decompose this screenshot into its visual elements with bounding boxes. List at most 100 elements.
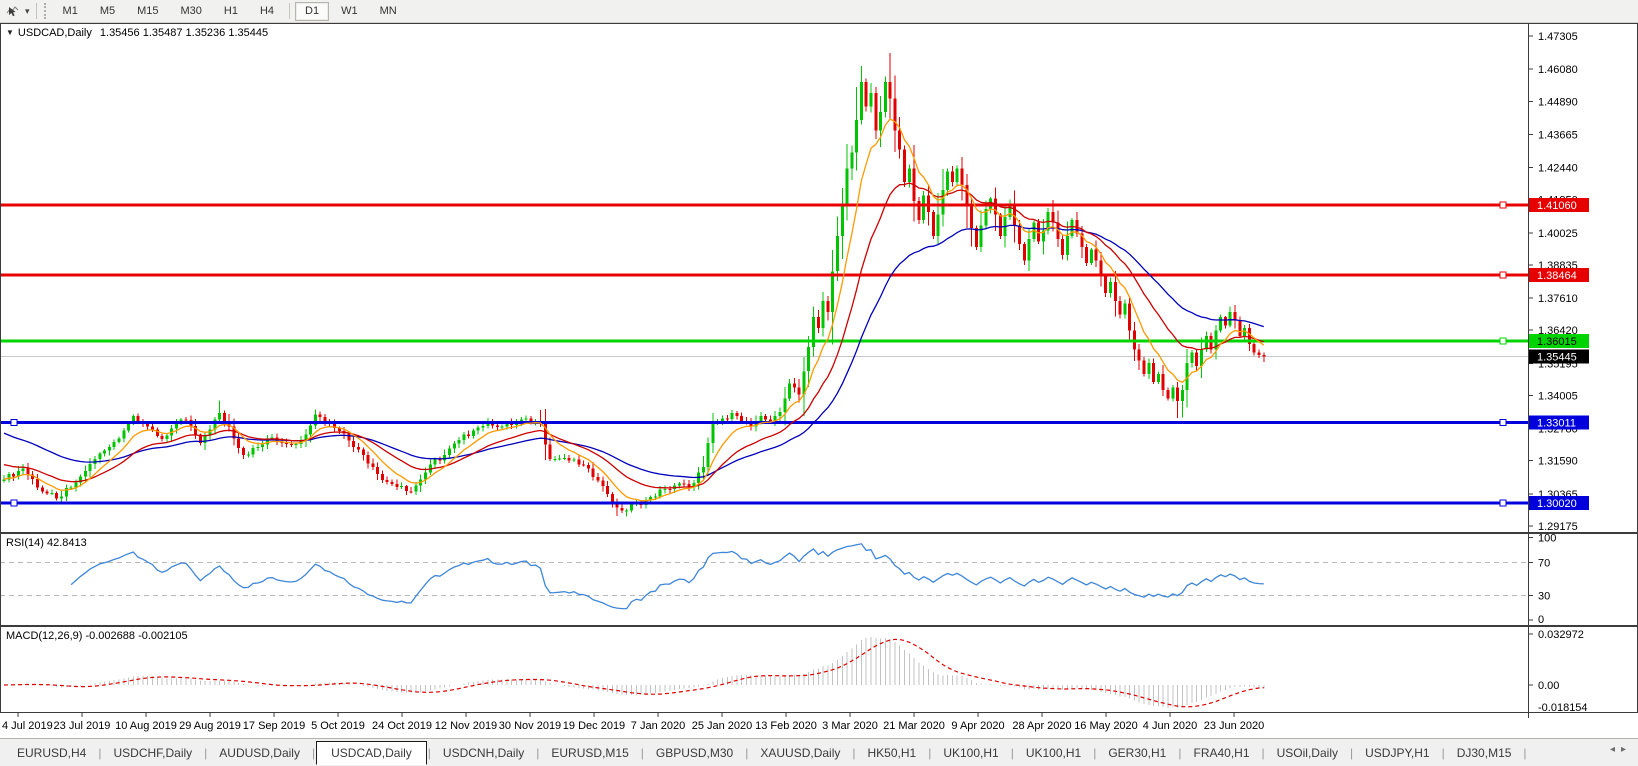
horizontal-lines[interactable] <box>0 201 1528 507</box>
tab-hk50-h1[interactable]: HK50,H1 <box>867 745 917 760</box>
timeframe-button-H4[interactable]: H4 <box>259 4 275 17</box>
tab-scroll-right-button[interactable]: ▸ <box>1620 744 1632 755</box>
ma-medium-line <box>3 182 1264 489</box>
toolbar-separator <box>35 3 37 19</box>
tab-separator: | <box>536 745 540 760</box>
tab-fra40-h1[interactable]: FRA40,H1 <box>1193 745 1250 760</box>
tab-separator: | <box>311 745 316 760</box>
main-chart-panel: 1.473051.460801.448901.436651.424401.412… <box>0 23 1638 533</box>
toolbar-grip[interactable] <box>43 3 49 19</box>
tab-separator: | <box>745 745 749 760</box>
tab-ger30-h1[interactable]: GER30,H1 <box>1108 745 1167 760</box>
timeframe-button-M1[interactable]: M1 <box>62 4 78 17</box>
svg-text:1.34005: 1.34005 <box>1538 391 1578 403</box>
timeframe-button-H1[interactable]: H1 <box>223 4 238 17</box>
tab-separator: | <box>1261 745 1265 760</box>
timeframe-button-W1[interactable]: W1 <box>341 4 358 17</box>
main-chart-canvas[interactable]: 1.473051.460801.448901.436651.424401.412… <box>0 23 1638 533</box>
svg-text:-0.018154: -0.018154 <box>1538 702 1588 713</box>
macd-axis: 0.032972 0.00 -0.018154 <box>1528 626 1588 713</box>
tab-usdchf-daily[interactable]: USDCHF,Daily <box>113 745 193 760</box>
svg-text:10 Aug 2019: 10 Aug 2019 <box>115 720 177 732</box>
svg-text:1.38464: 1.38464 <box>1537 270 1577 282</box>
chart-symbol-label: USDCAD,Daily <box>17 27 92 39</box>
tab-separator: | <box>1441 745 1445 760</box>
svg-text:23 Jun 2020: 23 Jun 2020 <box>1204 720 1265 732</box>
svg-text:1.35445: 1.35445 <box>1537 352 1577 364</box>
rsi-axis: 100 70 30 0 <box>0 533 1556 626</box>
tab-gbpusd-m30[interactable]: GBPUSD,M30 <box>655 745 734 760</box>
macd-canvas[interactable]: 0.032972 0.00 -0.018154 <box>0 626 1638 713</box>
timeframe-button-M15[interactable]: M15 <box>137 4 159 17</box>
tab-xauusd-daily[interactable]: XAUUSD,Daily <box>760 745 841 760</box>
top-toolbar: ▾ M1 M5 M15 M30 H1 H4 D1 W1 MN <box>0 0 1638 23</box>
svg-text:1.37610: 1.37610 <box>1538 293 1578 305</box>
svg-text:19 Dec 2019: 19 Dec 2019 <box>563 720 625 732</box>
tab-usdcad-daily[interactable]: USDCAD,Daily <box>316 740 427 765</box>
svg-text:4 Jun 2020: 4 Jun 2020 <box>1143 720 1197 732</box>
tab-separator: | <box>427 745 431 760</box>
svg-text:24 Oct 2019: 24 Oct 2019 <box>372 720 432 732</box>
timeframe-toolbar: M1 M5 M15 M30 H1 H4 D1 W1 MN <box>53 1 407 21</box>
timeframe-button-D1[interactable]: D1 <box>295 1 330 21</box>
svg-text:1.43665: 1.43665 <box>1538 129 1578 141</box>
chart-title: ▼ USDCAD,Daily 1.35456 1.35487 1.35236 1.3… <box>6 27 268 39</box>
date-ticks: 4 Jul 2019 23 Jul 2019 10 Aug 2019 29 Aug 2… <box>2 713 1529 732</box>
date-axis-canvas: 4 Jul 2019 23 Jul 2019 10 Aug 2019 29 Aug 2… <box>2 713 1529 732</box>
rsi-canvas[interactable]: 100 70 30 0 <box>0 533 1638 626</box>
chart-ohlc-values: 1.35456 1.35487 1.35236 1.35445 <box>99 27 269 39</box>
rsi-indicator-label: RSI(14) 42.8413 <box>6 537 87 549</box>
svg-text:21 Mar 2020: 21 Mar 2020 <box>883 720 945 732</box>
tab-separator: | <box>640 745 644 760</box>
cursor-tool-icon[interactable] <box>4 3 22 19</box>
tab-audusd-daily[interactable]: AUDUSD,Daily <box>219 745 300 760</box>
tab-eurusd-h4[interactable]: EURUSD,H4 <box>17 745 87 760</box>
svg-text:1.40025: 1.40025 <box>1538 228 1578 240</box>
svg-text:1.41060: 1.41060 <box>1537 200 1577 212</box>
tab-eurusd-m15[interactable]: EURUSD,M15 <box>551 745 629 760</box>
macd-panel: 0.032972 0.00 -0.018154 <box>0 626 1638 713</box>
svg-text:23 Jul 2019: 23 Jul 2019 <box>54 720 111 732</box>
svg-text:0.00: 0.00 <box>1538 680 1559 692</box>
tab-usdcnh-daily[interactable]: USDCNH,Daily <box>442 745 525 760</box>
tab-separator: | <box>98 745 102 760</box>
tab-separator: | <box>928 745 932 760</box>
tab-usdjpy-h1[interactable]: USDJPY,H1 <box>1365 745 1430 760</box>
date-axis[interactable]: 4 Jul 2019 23 Jul 2019 10 Aug 2019 29 Aug 2… <box>0 713 1638 738</box>
svg-text:0: 0 <box>1538 614 1544 626</box>
tab-dj30-m15[interactable]: DJ30,M15 <box>1456 745 1512 760</box>
tab-scroll-left-button[interactable]: ◂ <box>1609 744 1621 755</box>
price-axis-badges: 1.41060 1.38464 1.36015 1.33011 1.30020 1.354… <box>1529 197 1589 511</box>
svg-text:4 Jul 2019: 4 Jul 2019 <box>2 720 53 732</box>
svg-text:70: 70 <box>1538 557 1550 569</box>
candles <box>2 52 1266 517</box>
svg-text:30: 30 <box>1538 590 1550 602</box>
cursor-tool-dropdown-caret[interactable]: ▾ <box>25 5 30 16</box>
svg-text:1.42440: 1.42440 <box>1538 163 1578 175</box>
tab-scroll-buttons: ◂▸ <box>1610 744 1632 755</box>
svg-text:9 Apr 2020: 9 Apr 2020 <box>951 720 1004 732</box>
tab-separator: | <box>852 745 856 760</box>
svg-text:1.47305: 1.47305 <box>1538 31 1578 43</box>
svg-text:1.29175: 1.29175 <box>1538 521 1578 533</box>
tab-separator: | <box>1010 745 1014 760</box>
symbol-tab-bar: EURUSD,H4 | USDCHF,Daily | AUDUSD,Daily | USDC… <box>0 738 1638 766</box>
svg-text:28 Apr 2020: 28 Apr 2020 <box>1012 720 1071 732</box>
macd-signal-line <box>3 638 1264 708</box>
tab-separator: | <box>1093 745 1097 760</box>
chart-collapse-arrow-icon[interactable]: ▼ <box>6 28 14 37</box>
timeframe-button-M30[interactable]: M30 <box>180 4 202 17</box>
tab-uk100-h1[interactable]: UK100,H1 <box>1025 745 1082 760</box>
svg-text:0.032972: 0.032972 <box>1538 629 1584 641</box>
svg-text:3 Mar 2020: 3 Mar 2020 <box>822 720 878 732</box>
tab-usoil-daily[interactable]: USOil,Daily <box>1276 745 1338 760</box>
svg-text:1.30020: 1.30020 <box>1537 498 1577 510</box>
svg-text:17 Sep 2019: 17 Sep 2019 <box>243 720 305 732</box>
svg-text:25 Jan 2020: 25 Jan 2020 <box>692 720 753 732</box>
tab-separator: | <box>1178 745 1182 760</box>
svg-text:5 Oct 2019: 5 Oct 2019 <box>311 720 365 732</box>
tab-uk100-h1[interactable]: UK100,H1 <box>943 745 999 760</box>
timeframe-button-M5[interactable]: M5 <box>99 4 116 17</box>
timeframe-button-MN[interactable]: MN <box>379 4 397 17</box>
tab-separator: | <box>1523 745 1527 760</box>
